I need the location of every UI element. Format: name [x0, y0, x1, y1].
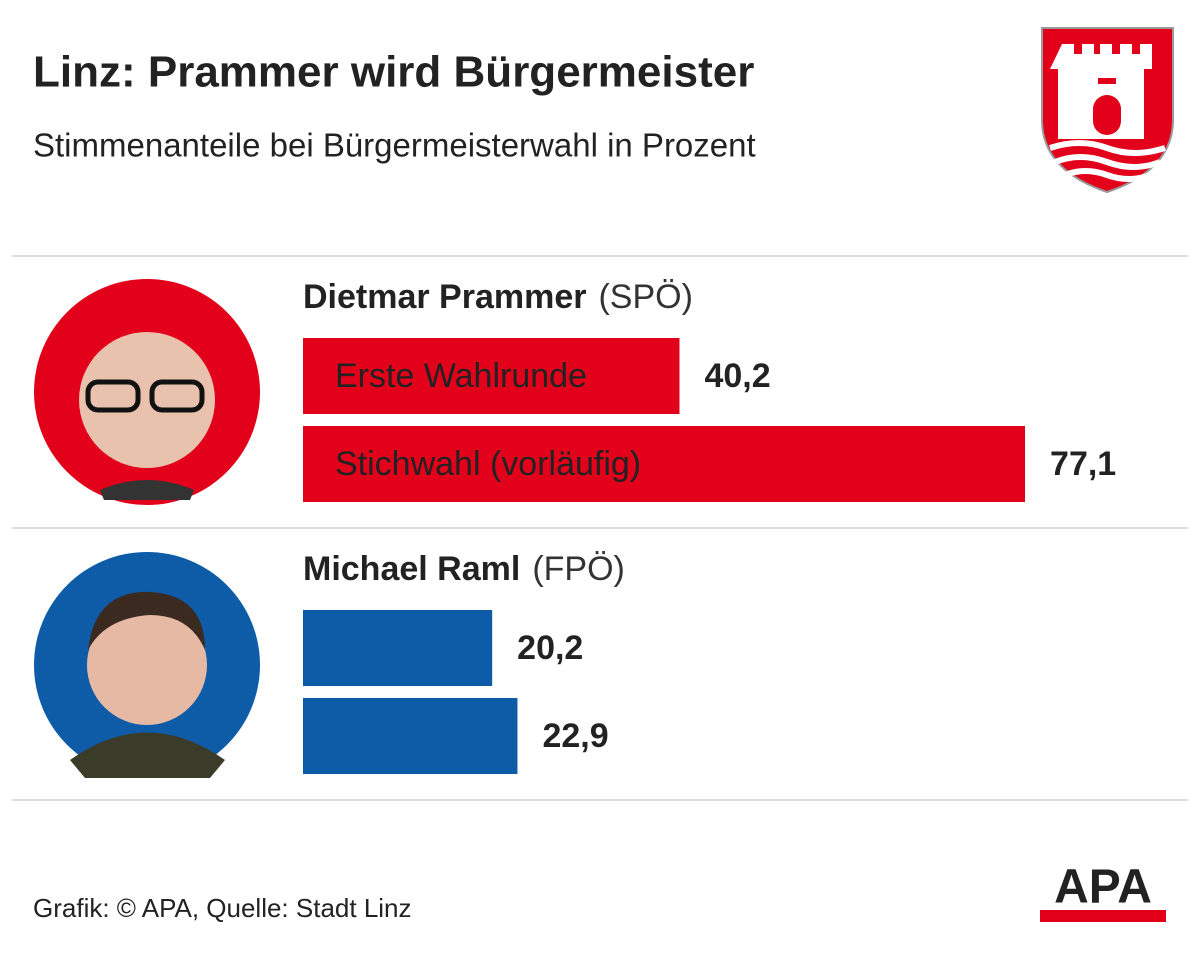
candidate-name: Dietmar Prammer (SPÖ) — [303, 278, 693, 316]
chart-title: Linz: Prammer wird Bürgermeister — [33, 48, 754, 97]
candidate-name: Michael Raml (FPÖ) — [303, 550, 625, 588]
category-label: Erste Wahlrunde — [335, 357, 587, 395]
apa-logo: APA — [1040, 861, 1166, 922]
source: Grafik: © APA, Quelle: Stadt Linz — [33, 893, 412, 923]
value-label: 20,2 — [517, 629, 583, 667]
category-label: Stichwahl (vorläufig) — [335, 445, 641, 483]
value-label: 40,2 — [704, 357, 770, 395]
logo-text: APA — [1054, 861, 1152, 914]
bar — [303, 698, 518, 774]
bar — [303, 338, 680, 414]
portrait — [34, 279, 260, 505]
name: Michael Raml — [303, 550, 520, 588]
party: (FPÖ) — [532, 550, 625, 588]
chart-subtitle: Stimmenanteile bei Bürgermeisterwahl in … — [33, 127, 756, 164]
bar — [303, 610, 493, 686]
value-label: 77,1 — [1050, 445, 1116, 483]
portrait — [34, 552, 260, 778]
coat-of-arms — [1041, 27, 1174, 194]
value-label: 22,9 — [542, 717, 608, 755]
name: Dietmar Prammer — [303, 278, 586, 316]
bar — [303, 426, 1026, 502]
party: (SPÖ) — [598, 278, 692, 316]
